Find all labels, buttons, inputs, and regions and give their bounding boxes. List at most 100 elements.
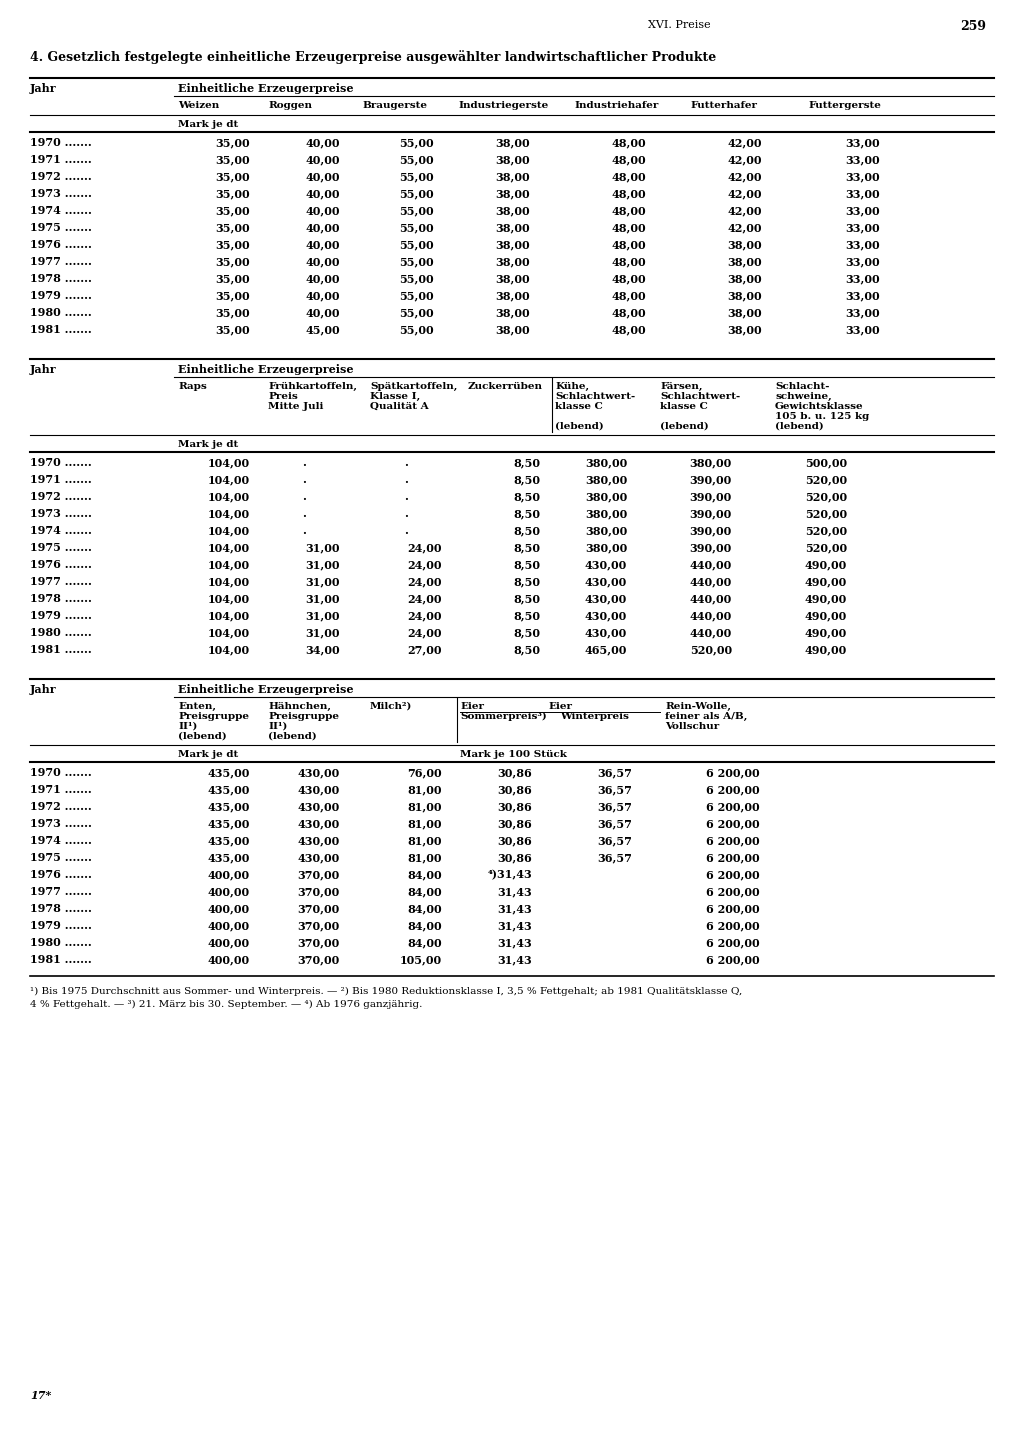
Text: 440,00: 440,00 [690,559,732,570]
Text: 42,00: 42,00 [727,170,762,182]
Text: Enten,: Enten, [178,702,216,710]
Text: 370,00: 370,00 [298,887,340,897]
Text: 33,00: 33,00 [846,308,880,318]
Text: 81,00: 81,00 [408,852,442,864]
Text: (lebend): (lebend) [268,732,316,741]
Text: 8,50: 8,50 [513,474,540,485]
Text: 40,00: 40,00 [305,137,340,147]
Text: Qualität A: Qualität A [370,401,429,412]
Text: 35,00: 35,00 [215,137,250,147]
Text: 38,00: 38,00 [727,240,762,250]
Text: 435,00: 435,00 [208,852,250,864]
Text: klasse C: klasse C [660,401,708,412]
Text: 84,00: 84,00 [408,920,442,931]
Text: 1979 .......: 1979 ....... [30,920,92,931]
Text: 104,00: 104,00 [208,576,250,588]
Text: 36,57: 36,57 [597,852,632,864]
Text: 1971 .......: 1971 ....... [30,784,92,796]
Text: 490,00: 490,00 [805,593,847,604]
Text: 104,00: 104,00 [208,491,250,503]
Text: 55,00: 55,00 [399,155,434,165]
Text: 490,00: 490,00 [805,559,847,570]
Text: 38,00: 38,00 [496,290,530,300]
Text: 35,00: 35,00 [215,188,250,199]
Text: 380,00: 380,00 [690,456,732,468]
Text: 1974 .......: 1974 ....... [30,835,92,846]
Text: 84,00: 84,00 [408,937,442,949]
Text: Milch²): Milch²) [370,702,413,710]
Text: 435,00: 435,00 [208,817,250,829]
Text: 1975 .......: 1975 ....... [30,542,92,553]
Text: 24,00: 24,00 [408,627,442,638]
Text: 42,00: 42,00 [727,155,762,165]
Text: 370,00: 370,00 [298,902,340,914]
Text: 35,00: 35,00 [215,256,250,267]
Text: 31,00: 31,00 [305,576,340,588]
Text: 38,00: 38,00 [496,308,530,318]
Text: 430,00: 430,00 [585,609,627,621]
Text: Jahr: Jahr [30,82,56,94]
Text: 8,50: 8,50 [513,609,540,621]
Text: 105 b. u. 125 kg: 105 b. u. 125 kg [775,412,869,422]
Text: 40,00: 40,00 [305,188,340,199]
Text: 380,00: 380,00 [585,491,627,503]
Text: 380,00: 380,00 [585,526,627,536]
Text: 40,00: 40,00 [305,155,340,165]
Text: Weizen: Weizen [178,101,219,110]
Text: 400,00: 400,00 [208,920,250,931]
Text: 380,00: 380,00 [585,542,627,553]
Text: 31,00: 31,00 [305,559,340,570]
Text: 520,00: 520,00 [805,508,847,518]
Text: 48,00: 48,00 [611,155,646,165]
Text: 1980 .......: 1980 ....... [30,308,92,318]
Text: 55,00: 55,00 [399,256,434,267]
Text: 8,50: 8,50 [513,559,540,570]
Text: (lebend): (lebend) [555,422,604,430]
Text: 33,00: 33,00 [846,256,880,267]
Text: 400,00: 400,00 [208,954,250,965]
Text: Frühkartoffeln,: Frühkartoffeln, [268,383,357,391]
Text: 6 200,00: 6 200,00 [707,767,760,778]
Text: 48,00: 48,00 [611,137,646,147]
Text: 430,00: 430,00 [298,801,340,812]
Text: 36,57: 36,57 [597,767,632,778]
Text: 35,00: 35,00 [215,273,250,284]
Text: 84,00: 84,00 [408,902,442,914]
Text: 1972 .......: 1972 ....... [30,170,92,182]
Text: 6 200,00: 6 200,00 [707,902,760,914]
Text: 45,00: 45,00 [305,323,340,335]
Text: 35,00: 35,00 [215,308,250,318]
Text: 55,00: 55,00 [399,205,434,217]
Text: 400,00: 400,00 [208,902,250,914]
Text: 370,00: 370,00 [298,937,340,949]
Text: Jahr: Jahr [30,364,56,375]
Text: Industriegerste: Industriegerste [458,101,548,110]
Text: 8,50: 8,50 [513,644,540,656]
Text: 33,00: 33,00 [846,205,880,217]
Text: 435,00: 435,00 [208,767,250,778]
Text: 1971 .......: 1971 ....... [30,474,92,485]
Text: 81,00: 81,00 [408,801,442,812]
Text: 35,00: 35,00 [215,222,250,232]
Text: 40,00: 40,00 [305,308,340,318]
Text: 520,00: 520,00 [805,526,847,536]
Text: Preis: Preis [268,391,298,401]
Text: Zuckerrüben: Zuckerrüben [468,383,543,391]
Text: ¹) Bis 1975 Durchschnitt aus Sommer- und Winterpreis. — ²) Bis 1980 Reduktionskl: ¹) Bis 1975 Durchschnitt aus Sommer- und… [30,988,742,996]
Text: 259: 259 [961,20,986,33]
Text: 6 200,00: 6 200,00 [707,852,760,864]
Text: 33,00: 33,00 [846,137,880,147]
Text: 6 200,00: 6 200,00 [707,937,760,949]
Text: .: . [302,508,306,518]
Text: 38,00: 38,00 [496,188,530,199]
Text: 520,00: 520,00 [805,491,847,503]
Text: 48,00: 48,00 [611,308,646,318]
Text: Einheitliche Erzeugerpreise: Einheitliche Erzeugerpreise [178,684,353,695]
Text: 8,50: 8,50 [513,526,540,536]
Text: 35,00: 35,00 [215,323,250,335]
Text: 30,86: 30,86 [498,835,532,846]
Text: 35,00: 35,00 [215,290,250,300]
Text: Schlachtwert-: Schlachtwert- [660,391,740,401]
Text: Hähnchen,: Hähnchen, [268,702,331,710]
Text: 370,00: 370,00 [298,920,340,931]
